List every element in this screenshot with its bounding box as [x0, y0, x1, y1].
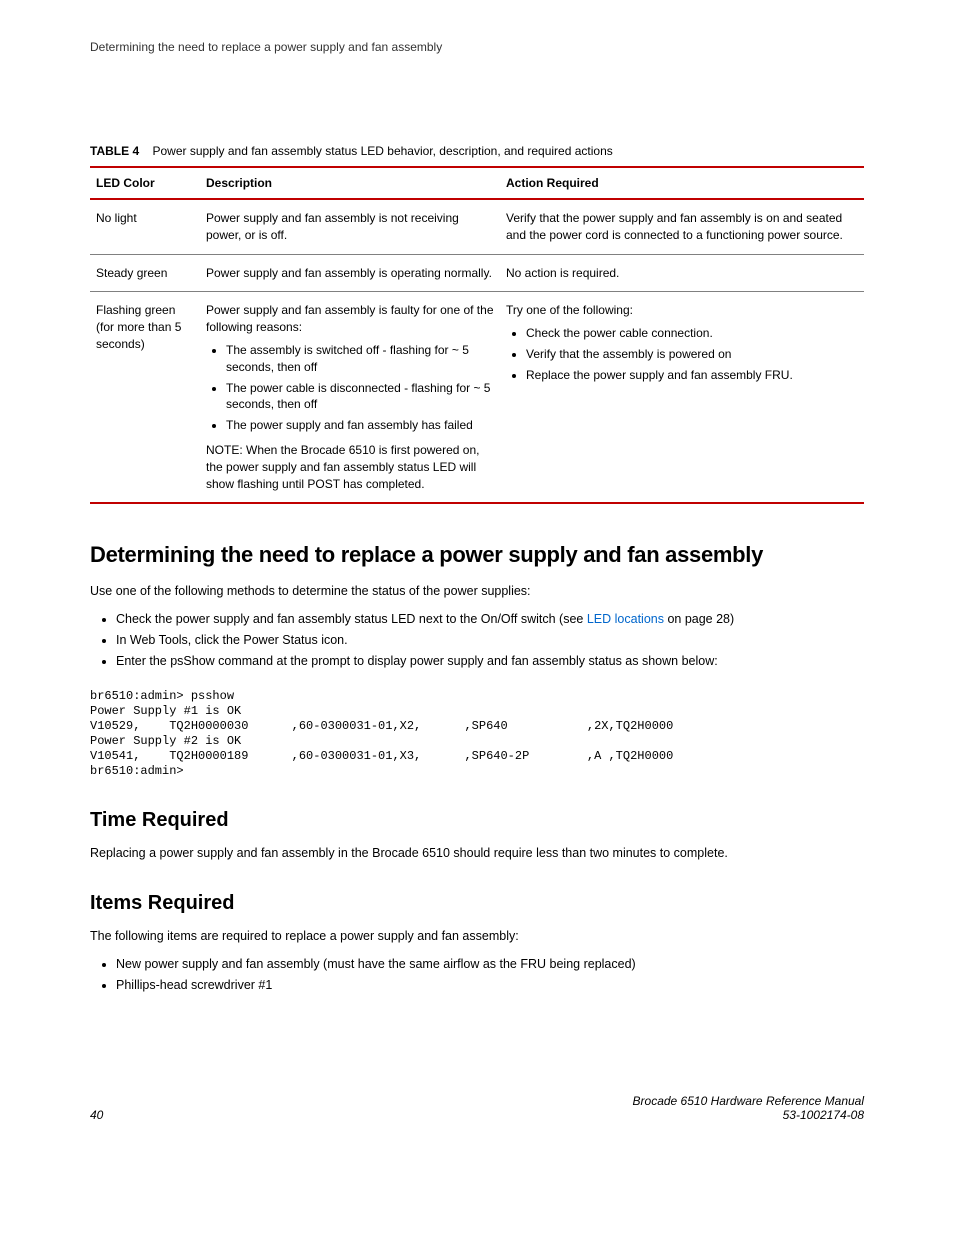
page-container: Determining the need to replace a power … — [0, 0, 954, 1162]
table-row: Flashing green (for more than 5 seconds)… — [90, 292, 864, 503]
doc-number: 53-1002174-08 — [633, 1108, 864, 1122]
cell-action: Try one of the following: Check the powe… — [500, 292, 864, 503]
led-status-table: LED Color Description Action Required No… — [90, 166, 864, 504]
list-item: Replace the power supply and fan assembl… — [526, 367, 858, 384]
section2-para: Replacing a power supply and fan assembl… — [90, 844, 864, 862]
table-header-row: LED Color Description Action Required — [90, 167, 864, 199]
cell-led: Flashing green (for more than 5 seconds) — [90, 292, 200, 503]
section-heading-determining: Determining the need to replace a power … — [90, 542, 864, 568]
list-item: Enter the psShow command at the prompt t… — [116, 652, 864, 671]
cell-desc: Power supply and fan assembly is operati… — [200, 254, 500, 292]
table-caption: TABLE 4 Power supply and fan assembly st… — [90, 144, 864, 158]
cell-desc: Power supply and fan assembly is not rec… — [200, 199, 500, 254]
list-item: The power supply and fan assembly has fa… — [226, 417, 494, 434]
page-footer: 40 Brocade 6510 Hardware Reference Manua… — [90, 1094, 864, 1122]
th-action: Action Required — [500, 167, 864, 199]
page-number: 40 — [90, 1108, 103, 1122]
cell-action-intro: Try one of the following: — [506, 303, 633, 317]
bullet-text-pre: Check the power supply and fan assembly … — [116, 612, 587, 626]
section3-list: New power supply and fan assembly (must … — [90, 955, 864, 995]
footer-right: Brocade 6510 Hardware Reference Manual 5… — [633, 1094, 864, 1122]
cell-action-list: Check the power cable connection. Verify… — [506, 325, 858, 383]
manual-title: Brocade 6510 Hardware Reference Manual — [633, 1094, 864, 1108]
cell-desc-intro: Power supply and fan assembly is faulty … — [206, 303, 494, 334]
th-led-color: LED Color — [90, 167, 200, 199]
cell-action: Verify that the power supply and fan ass… — [500, 199, 864, 254]
cell-led: No light — [90, 199, 200, 254]
cell-desc-list: The assembly is switched off - flashing … — [206, 342, 494, 434]
list-item: The power cable is disconnected - flashi… — [226, 380, 494, 414]
cell-action: No action is required. — [500, 254, 864, 292]
list-item: In Web Tools, click the Power Status ico… — [116, 631, 864, 650]
led-locations-link[interactable]: LED locations — [587, 612, 664, 626]
section1-intro: Use one of the following methods to dete… — [90, 582, 864, 600]
list-item: Phillips-head screwdriver #1 — [116, 976, 864, 995]
th-description: Description — [200, 167, 500, 199]
section3-intro: The following items are required to repl… — [90, 927, 864, 945]
running-header: Determining the need to replace a power … — [90, 40, 864, 54]
list-item: Check the power supply and fan assembly … — [116, 610, 864, 629]
psshow-output: br6510:admin> psshow Power Supply #1 is … — [90, 689, 864, 779]
section-heading-time: Time Required — [90, 809, 864, 832]
list-item: New power supply and fan assembly (must … — [116, 955, 864, 974]
table-caption-text: Power supply and fan assembly status LED… — [152, 144, 612, 158]
table-label: TABLE 4 — [90, 144, 139, 158]
list-item: Verify that the assembly is powered on — [526, 346, 858, 363]
list-item: Check the power cable connection. — [526, 325, 858, 342]
cell-desc: Power supply and fan assembly is faulty … — [200, 292, 500, 503]
section1-list: Check the power supply and fan assembly … — [90, 610, 864, 670]
cell-desc-note: NOTE: When the Brocade 6510 is first pow… — [206, 442, 494, 492]
list-item: The assembly is switched off - flashing … — [226, 342, 494, 376]
cell-led: Steady green — [90, 254, 200, 292]
section-heading-items: Items Required — [90, 892, 864, 915]
bullet-text-post: on page 28) — [664, 612, 734, 626]
table-row: No light Power supply and fan assembly i… — [90, 199, 864, 254]
table-row: Steady green Power supply and fan assemb… — [90, 254, 864, 292]
